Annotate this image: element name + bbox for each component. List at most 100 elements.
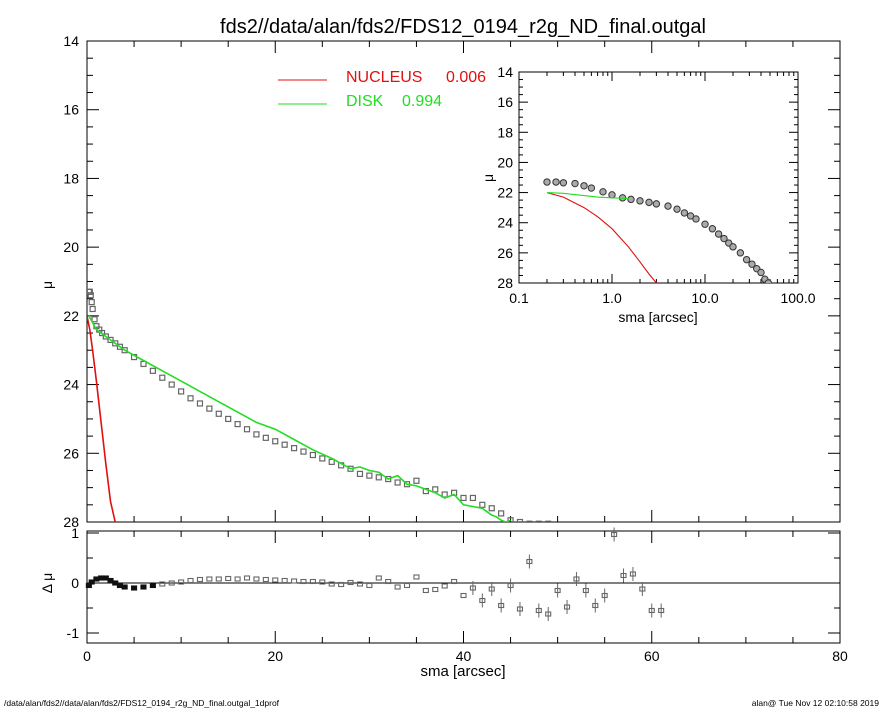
data-point: [290, 445, 298, 452]
residual-point: [582, 587, 589, 594]
data-point: [281, 441, 288, 448]
data-point: [87, 292, 94, 299]
residual-y-tick-label: -1: [67, 625, 80, 641]
residual-point: [413, 574, 420, 580]
residual-point: [131, 585, 138, 591]
inset-data-point: [748, 260, 756, 268]
main-plot: 14 16 18 20 22 24 26 28 μ: [39, 33, 841, 530]
data-point: [107, 336, 114, 344]
residual-plot-frame: [86, 530, 841, 644]
residual-point: [601, 592, 608, 599]
residual-point: [629, 571, 636, 577]
inset-data-point: [686, 212, 695, 220]
residual-point: [243, 575, 251, 581]
inset-data-point: [664, 202, 672, 210]
main-y-tick-label: 24: [63, 377, 79, 393]
residual-point: [140, 584, 147, 590]
x-tick-label: 0: [83, 648, 91, 664]
residual-point: [178, 579, 185, 585]
x-tick-label: 60: [644, 648, 660, 664]
residual-point: [196, 576, 203, 583]
residual-point: [469, 585, 476, 591]
inset-y-tick-label: 26: [497, 245, 513, 261]
residual-point: [385, 578, 392, 585]
inset-y-tick-label: 28: [497, 275, 513, 291]
residual-point: [159, 581, 166, 587]
residual-y-axis-label: Δ μ: [39, 573, 55, 594]
residual-point: [620, 572, 627, 579]
inset-y-tick-label: 20: [497, 154, 513, 170]
data-point: [178, 388, 185, 395]
data-point: [328, 458, 335, 465]
data-point: [234, 420, 241, 428]
data-point: [488, 505, 495, 512]
residual-point: [300, 578, 307, 585]
data-point: [91, 316, 98, 323]
residual-point: [526, 558, 533, 565]
data-point: [498, 510, 505, 517]
main-plot-area: [87, 288, 552, 522]
residual-point: [479, 597, 486, 604]
data-point: [460, 494, 467, 502]
x-tick-label: 40: [456, 648, 472, 664]
residual-point: [592, 602, 599, 609]
inset-data-point: [627, 195, 635, 204]
data-point: [394, 479, 401, 486]
inset-x-tick-label: 0.1: [509, 290, 529, 306]
residual-point: [262, 576, 269, 583]
footer-left-label: /data/alan/fds2//data/alan/fds2/FDS12_01…: [4, 698, 280, 708]
residual-point: [545, 611, 552, 617]
residual-point: [338, 581, 345, 588]
inset-data-point: [729, 243, 737, 251]
residual-point: [535, 607, 542, 614]
residual-point: [149, 582, 156, 589]
residual-point: [648, 607, 655, 614]
data-point: [507, 517, 514, 522]
legend-nucleus-label: NUCLEUS: [346, 69, 422, 86]
chart-title: fds2//data/alan/fds2/FDS12_0194_r2g_ND_f…: [220, 16, 706, 38]
main-y-tick-label: 22: [63, 308, 79, 324]
inset-disk-line: [546, 192, 629, 200]
residual-point: [328, 581, 335, 587]
main-y-tick-label: 14: [63, 33, 79, 49]
residual-point: [403, 582, 411, 589]
data-point: [262, 434, 269, 441]
x-axis-label: sma [arcsec]: [420, 663, 505, 680]
data-point: [159, 374, 166, 381]
inset-y-tick-label: 16: [497, 94, 513, 110]
inset-data-point: [708, 225, 717, 233]
data-point: [309, 451, 316, 459]
data-point: [121, 347, 128, 354]
residual-point: [639, 586, 646, 592]
nucleus-series-line: [87, 315, 116, 522]
data-point: [98, 329, 106, 337]
inset-data-point: [645, 198, 653, 207]
residual-point: [507, 582, 514, 589]
residual-point: [347, 579, 354, 586]
inset-data-point: [692, 215, 700, 223]
inset-data-point: [552, 178, 560, 186]
data-point: [526, 520, 533, 522]
residual-point: [488, 586, 495, 592]
x-tick-label: 80: [832, 648, 848, 664]
data-point: [116, 343, 124, 350]
residual-point: [281, 577, 288, 584]
residual-point: [658, 607, 665, 614]
main-y-tick-label: 20: [63, 239, 79, 255]
inset-data-point: [571, 179, 579, 188]
residual-point: [187, 577, 194, 584]
data-point: [366, 472, 373, 479]
residual-point: [168, 580, 175, 586]
residual-point: [291, 578, 298, 584]
data-point: [102, 333, 109, 340]
inset-data-point: [587, 184, 596, 192]
inset-plot-area: [543, 178, 773, 283]
residual-point: [234, 576, 241, 582]
residual-point: [319, 579, 326, 585]
data-point: [243, 426, 251, 433]
residual-point: [394, 584, 401, 590]
residual-point: [206, 576, 213, 582]
inset-y-axis-label: μ: [480, 174, 496, 182]
